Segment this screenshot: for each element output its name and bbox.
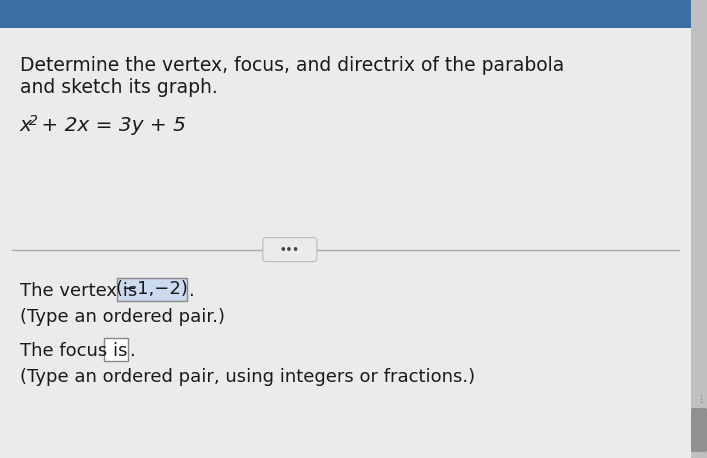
Text: •••: ••• (280, 245, 300, 255)
Text: (−1,−2): (−1,−2) (115, 280, 189, 298)
Text: .: . (188, 282, 194, 300)
Bar (0, 0, 707, 28)
Text: and sketch its graph.: and sketch its graph. (20, 78, 218, 98)
Text: The focus is: The focus is (20, 342, 133, 360)
FancyBboxPatch shape (263, 238, 317, 262)
FancyBboxPatch shape (104, 338, 128, 360)
FancyBboxPatch shape (117, 278, 187, 300)
Text: x: x (20, 116, 32, 136)
Text: …: … (694, 392, 704, 402)
Text: (Type an ordered pair.): (Type an ordered pair.) (20, 308, 225, 326)
Text: .: . (129, 342, 135, 360)
Text: 2: 2 (29, 114, 38, 128)
Text: (Type an ordered pair, using integers or fractions.): (Type an ordered pair, using integers or… (20, 368, 475, 386)
Bar (691, 0, 707, 458)
Text: The vertex is: The vertex is (20, 282, 143, 300)
Text: Determine the vertex, focus, and directrix of the parabola: Determine the vertex, focus, and directr… (20, 56, 564, 76)
FancyBboxPatch shape (691, 408, 707, 452)
Text: + 2x = 3y + 5: + 2x = 3y + 5 (35, 116, 186, 136)
